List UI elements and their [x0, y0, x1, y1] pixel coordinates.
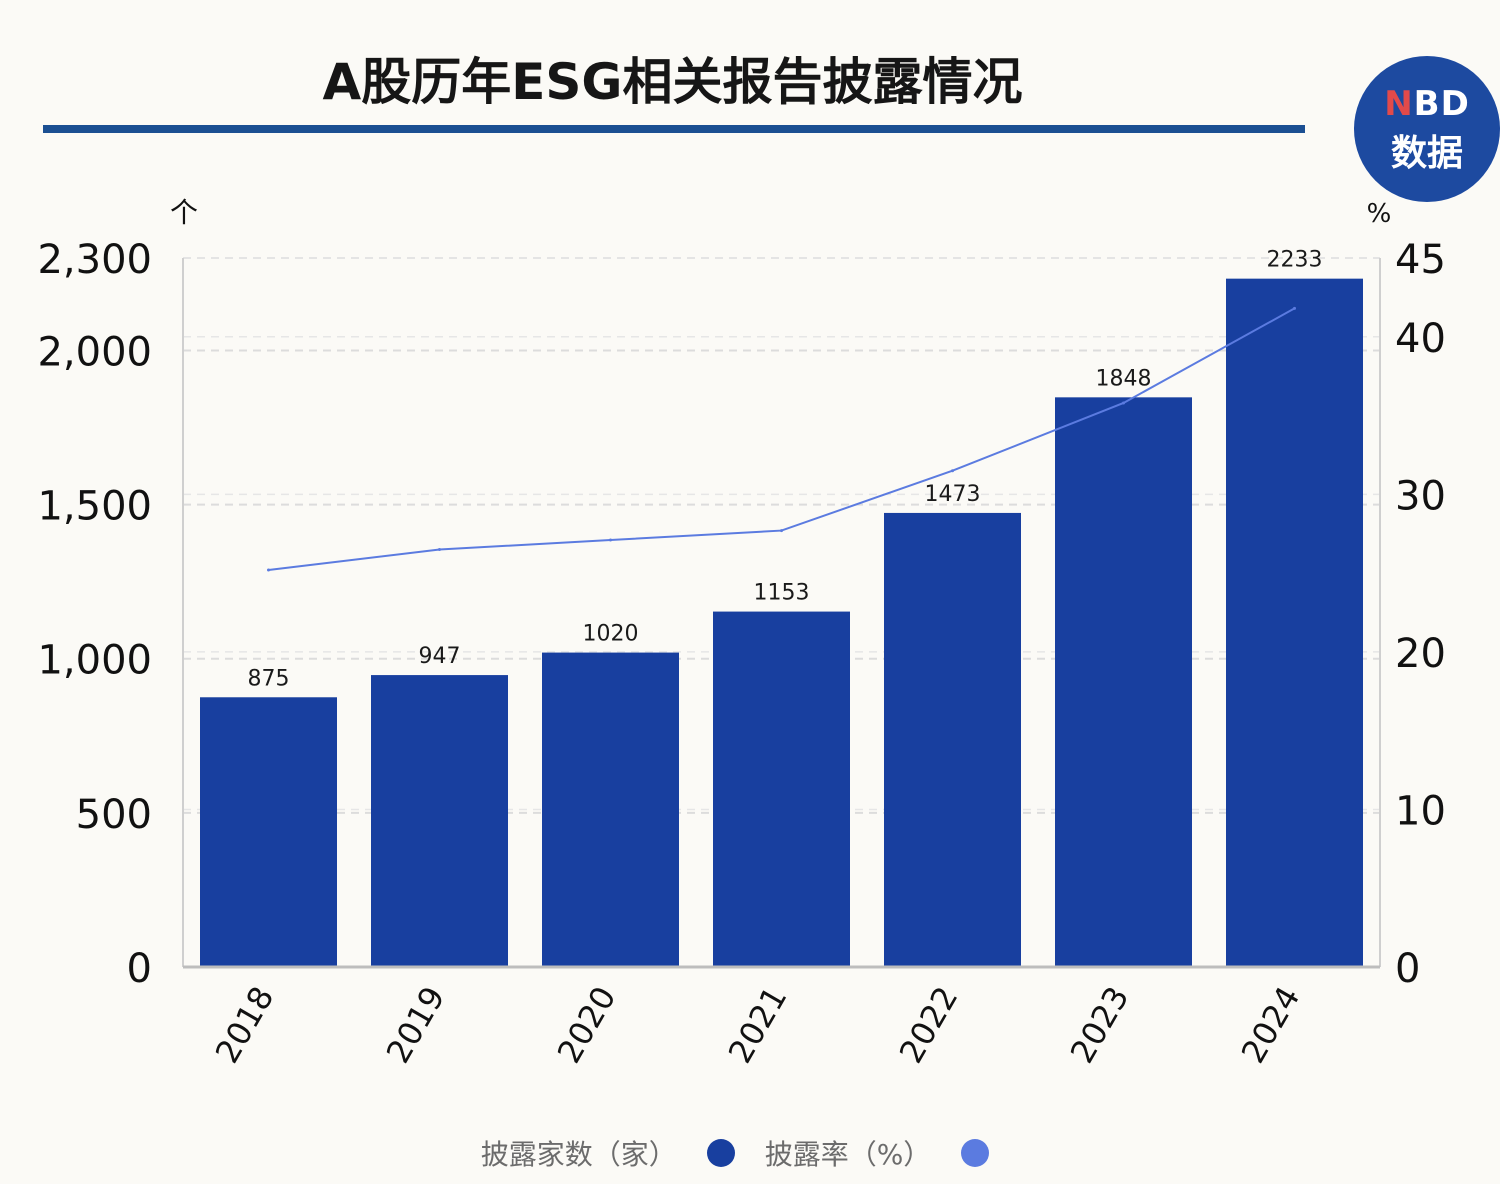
x-tick-label-2018: 2018 [208, 980, 282, 1070]
left-tick-label-0: 0 [127, 946, 152, 992]
right-axis-unit: % [1367, 199, 1392, 229]
left-tick-label-1000: 1,000 [37, 638, 152, 684]
legend-label-bars: 披露家数（家） [480, 1138, 677, 1171]
x-tick-label-2020: 2020 [550, 980, 624, 1070]
x-tick-label-2023: 2023 [1063, 980, 1137, 1070]
bar-label-2023: 1848 [1096, 366, 1152, 391]
legend: 披露家数（家） 披露率（%） [0, 1133, 1500, 1173]
rate-point-2019 [438, 547, 441, 551]
x-tick-label-2024: 2024 [1234, 980, 1308, 1070]
right-tick-label-45: 45 [1395, 237, 1446, 283]
bar-label-2024: 2233 [1267, 248, 1323, 273]
bar-2022 [884, 512, 1021, 967]
left-tick-label-500: 500 [76, 792, 152, 838]
rate-point-2021 [780, 529, 783, 533]
bar-2018 [200, 697, 337, 967]
bar-2020 [542, 652, 679, 967]
title-divider [43, 125, 1305, 133]
rate-point-2020 [609, 538, 612, 542]
logo-line-2: 数据 [1390, 133, 1463, 174]
rate-point-2018 [267, 568, 270, 572]
right-tick-label-40: 40 [1395, 316, 1446, 362]
legend-label-line: 披露率（%） [764, 1138, 932, 1171]
bar-label-2022: 1473 [925, 482, 981, 507]
line-series [267, 306, 1296, 572]
logo-line-1: NBD [1384, 84, 1470, 124]
legend-swatch-bars [706, 1139, 735, 1167]
bar-label-2018: 875 [248, 666, 290, 691]
right-tick-label-0: 0 [1395, 946, 1420, 992]
bar-2021 [713, 611, 850, 967]
bar-2024 [1226, 278, 1363, 968]
bar-series [200, 278, 1363, 968]
bar-2019 [371, 675, 508, 967]
rate-point-2024 [1293, 306, 1296, 310]
legend-swatch-line [961, 1139, 990, 1167]
bar-label-2020: 1020 [583, 622, 639, 647]
chart-title: A股历年ESG相关报告披露情况 [322, 53, 1023, 111]
rate-point-2022 [951, 469, 954, 473]
left-axis-unit: 个 [170, 196, 198, 229]
bar-label-2021: 1153 [754, 581, 810, 606]
right-tick-label-30: 30 [1395, 473, 1446, 519]
data-labels: 875 947 1020 1153 1473 1848 2233 [248, 248, 1323, 692]
x-tick-label-2021: 2021 [721, 980, 795, 1070]
x-tick-label-2022: 2022 [892, 980, 966, 1070]
right-tick-label-10: 10 [1395, 788, 1446, 834]
x-tick-label-2019: 2019 [379, 980, 453, 1070]
right-tick-label-20: 20 [1395, 631, 1446, 677]
bar-2023 [1055, 397, 1192, 967]
left-tick-label-1500: 1,500 [37, 484, 152, 530]
left-tick-label-2000: 2,000 [37, 329, 152, 375]
nbd-logo: NBD 数据 [1354, 56, 1500, 202]
left-tick-label-2300: 2,300 [37, 237, 152, 283]
rate-point-2023 [1122, 401, 1125, 405]
bar-label-2019: 947 [419, 644, 461, 669]
